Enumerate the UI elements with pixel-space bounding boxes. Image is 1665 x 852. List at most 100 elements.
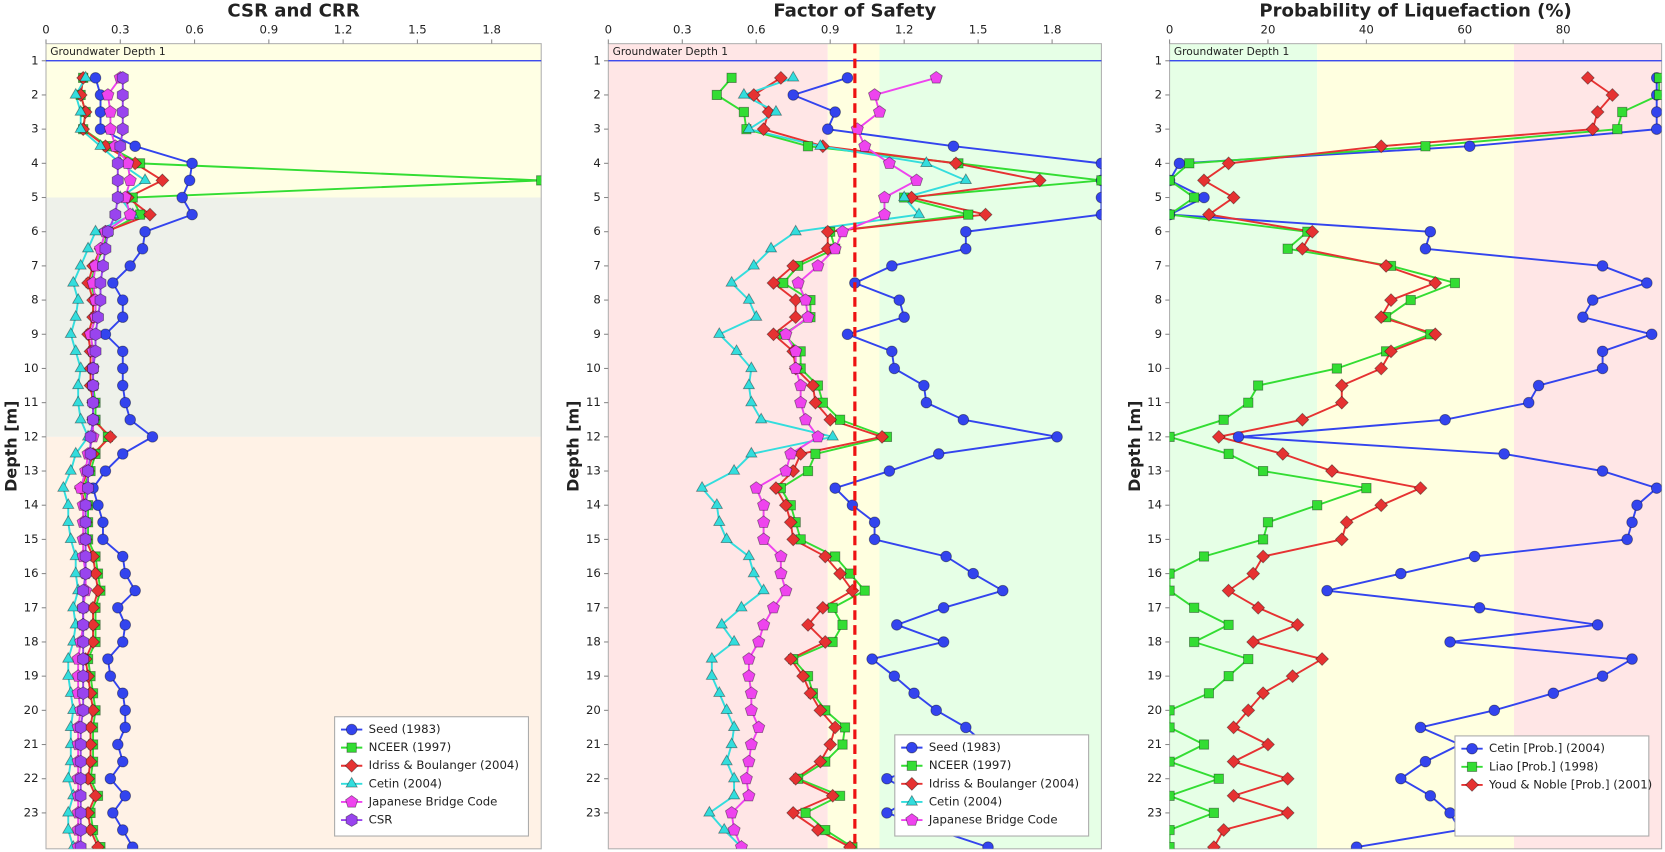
marker — [1654, 89, 1662, 101]
series-line — [790, 76, 1102, 849]
marker — [94, 138, 107, 150]
marker — [742, 378, 756, 390]
y-tick-label: 7 — [31, 258, 38, 272]
marker — [800, 807, 811, 819]
marker — [79, 498, 92, 513]
marker — [1243, 654, 1254, 665]
marker — [766, 600, 781, 614]
marker — [103, 105, 118, 118]
x-tick-label: 1.8 — [1043, 22, 1062, 36]
marker — [1260, 737, 1275, 752]
marker — [1498, 448, 1510, 460]
marker — [877, 190, 892, 204]
x-tick-label: 0.6 — [747, 22, 766, 36]
legend-marker — [345, 776, 358, 788]
marker — [1201, 207, 1216, 222]
marker — [828, 241, 842, 255]
marker — [1189, 636, 1200, 648]
marker — [102, 653, 114, 665]
marker — [101, 88, 115, 101]
legend-box — [1454, 735, 1650, 837]
x-tick-label: 0.9 — [260, 22, 279, 36]
marker — [1361, 482, 1372, 494]
x-tick-label: 40 — [1359, 22, 1374, 36]
marker — [1223, 619, 1234, 630]
marker — [1246, 566, 1261, 581]
legend-marker — [905, 794, 919, 806]
marker — [814, 138, 827, 150]
marker — [66, 275, 80, 287]
marker — [1650, 482, 1662, 494]
marker — [1383, 344, 1398, 359]
marker — [795, 534, 806, 545]
marker — [745, 446, 758, 458]
marker — [727, 771, 741, 783]
marker — [94, 123, 107, 135]
x-tick-label: 0.9 — [821, 22, 840, 36]
marker — [90, 840, 105, 849]
marker — [1331, 363, 1342, 374]
marker — [886, 345, 898, 358]
y-axis-label: Depth [m] — [564, 401, 583, 492]
marker — [103, 122, 118, 135]
marker — [932, 448, 945, 460]
plot-frame — [45, 43, 542, 850]
x-tick-label: 0 — [42, 22, 49, 36]
marker — [742, 549, 756, 561]
y-tick-label: 5 — [1155, 190, 1162, 204]
zone-band — [1513, 43, 1662, 849]
series-line — [77, 77, 132, 848]
marker — [89, 224, 102, 236]
marker — [61, 805, 75, 817]
marker — [898, 311, 910, 323]
marker — [1577, 311, 1589, 323]
marker — [727, 788, 741, 800]
marker — [818, 634, 833, 649]
marker — [757, 532, 771, 545]
marker — [1282, 243, 1293, 254]
marker — [967, 567, 979, 580]
y-tick-label: 13 — [1147, 464, 1162, 478]
marker — [71, 292, 85, 304]
marker — [1339, 515, 1354, 530]
marker — [1395, 772, 1407, 785]
marker — [176, 191, 188, 204]
marker — [909, 173, 924, 187]
zone-band — [1317, 43, 1514, 849]
marker — [117, 636, 129, 648]
marker — [818, 549, 833, 564]
marker — [757, 498, 771, 511]
marker — [536, 175, 542, 186]
y-tick-label: 2 — [1155, 87, 1162, 101]
marker — [789, 224, 802, 236]
marker — [1419, 243, 1432, 255]
marker — [940, 550, 952, 563]
marker — [811, 259, 825, 272]
marker — [77, 583, 90, 598]
y-tick-label: 14 — [24, 498, 39, 512]
marker — [802, 141, 814, 152]
marker — [725, 275, 738, 287]
series-line — [1169, 77, 1661, 848]
y-tick-label: 18 — [24, 634, 39, 648]
marker — [1395, 567, 1407, 580]
marker — [64, 463, 77, 475]
marker — [764, 241, 778, 253]
x-tick-label: 80 — [1556, 22, 1571, 36]
marker — [786, 805, 801, 820]
marker — [779, 327, 793, 340]
marker — [1169, 175, 1175, 186]
marker — [788, 771, 803, 786]
y-tick-label: 16 — [24, 566, 39, 580]
marker — [737, 87, 751, 99]
marker — [101, 224, 114, 239]
marker — [1257, 465, 1269, 477]
marker — [1591, 619, 1604, 631]
marker — [768, 481, 783, 496]
marker — [1169, 824, 1175, 836]
marker — [912, 207, 926, 219]
y-tick-label: 16 — [1147, 566, 1162, 580]
marker — [77, 686, 90, 701]
marker — [757, 515, 771, 528]
marker — [1032, 173, 1047, 188]
